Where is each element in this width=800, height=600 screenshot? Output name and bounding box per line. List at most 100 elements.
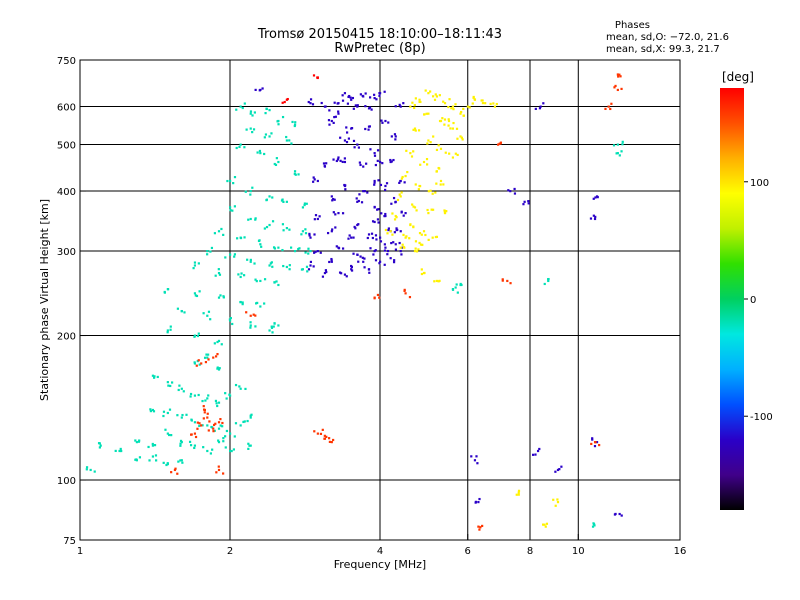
data-point <box>451 105 455 108</box>
data-point <box>271 331 274 334</box>
data-point <box>391 212 394 215</box>
data-point <box>366 191 369 194</box>
data-point <box>226 179 229 183</box>
data-point <box>197 262 200 265</box>
data-point <box>97 442 101 445</box>
data-point <box>391 233 394 236</box>
data-point <box>207 394 210 397</box>
data-point <box>350 264 353 268</box>
data-point <box>236 237 239 240</box>
data-point <box>313 430 316 433</box>
data-point <box>501 278 504 281</box>
data-point <box>405 235 408 238</box>
data-point <box>392 196 396 200</box>
data-point <box>270 326 274 329</box>
data-point <box>222 440 225 443</box>
data-point <box>364 105 367 108</box>
data-point <box>364 92 367 95</box>
data-point <box>233 255 236 258</box>
data-point <box>249 127 252 130</box>
data-point <box>517 491 520 494</box>
data-point <box>229 432 232 435</box>
data-point <box>398 241 401 245</box>
data-point <box>390 202 393 205</box>
data-point <box>252 313 255 316</box>
data-point <box>362 165 365 168</box>
data-point <box>277 160 280 164</box>
data-point <box>179 439 183 443</box>
data-point <box>450 107 453 110</box>
data-point <box>448 152 451 155</box>
data-point <box>286 97 289 101</box>
data-point <box>202 446 205 449</box>
data-point <box>232 448 236 451</box>
data-point <box>517 489 521 492</box>
data-point <box>179 444 182 447</box>
data-point <box>217 439 220 442</box>
data-point <box>593 217 597 221</box>
data-point <box>335 159 338 163</box>
data-point <box>249 314 252 317</box>
data-point <box>390 135 393 138</box>
data-point <box>198 363 201 366</box>
data-point <box>427 139 430 142</box>
data-point <box>410 155 414 158</box>
data-point <box>373 181 376 184</box>
data-point <box>527 202 530 205</box>
data-point <box>349 96 352 99</box>
data-point <box>536 449 540 453</box>
data-point <box>558 468 561 471</box>
data-point <box>345 131 349 134</box>
data-point <box>331 228 334 231</box>
data-point <box>271 265 274 268</box>
data-point <box>273 162 276 166</box>
data-point <box>350 236 353 239</box>
data-point <box>360 201 364 204</box>
data-point <box>523 200 526 203</box>
data-point <box>419 100 422 104</box>
data-point <box>202 408 206 411</box>
data-point <box>190 419 193 422</box>
data-point <box>616 73 619 76</box>
data-point <box>195 364 198 367</box>
data-point <box>594 196 597 199</box>
data-point <box>231 322 234 326</box>
data-point <box>241 303 244 306</box>
data-point <box>189 392 193 396</box>
data-point <box>509 282 512 285</box>
data-point <box>206 424 209 427</box>
data-point <box>221 425 224 428</box>
data-point <box>400 211 403 214</box>
data-point <box>268 135 271 138</box>
data-point <box>192 267 195 270</box>
data-point <box>293 170 297 173</box>
data-point <box>309 250 312 253</box>
data-point <box>210 246 214 250</box>
data-point <box>330 195 333 198</box>
gridlines <box>80 60 680 540</box>
data-point <box>431 236 434 239</box>
data-point <box>265 225 269 229</box>
colorbar-title: [deg] <box>722 70 754 84</box>
data-point <box>193 335 196 338</box>
data-point <box>495 102 498 106</box>
data-point <box>379 240 383 243</box>
data-point <box>447 105 450 109</box>
data-point <box>455 283 458 286</box>
data-point <box>556 498 559 501</box>
data-point <box>466 105 469 108</box>
data-point <box>268 109 271 112</box>
data-point <box>368 96 372 99</box>
data-point <box>426 208 429 212</box>
data-point <box>330 260 333 263</box>
data-point <box>373 205 376 209</box>
data-point <box>442 100 445 103</box>
data-point <box>331 199 334 202</box>
data-point <box>324 105 327 108</box>
data-point <box>233 253 237 256</box>
data-point <box>404 212 407 215</box>
data-point <box>404 292 407 295</box>
data-point <box>373 152 376 155</box>
data-point <box>207 358 210 361</box>
data-point <box>352 236 355 239</box>
